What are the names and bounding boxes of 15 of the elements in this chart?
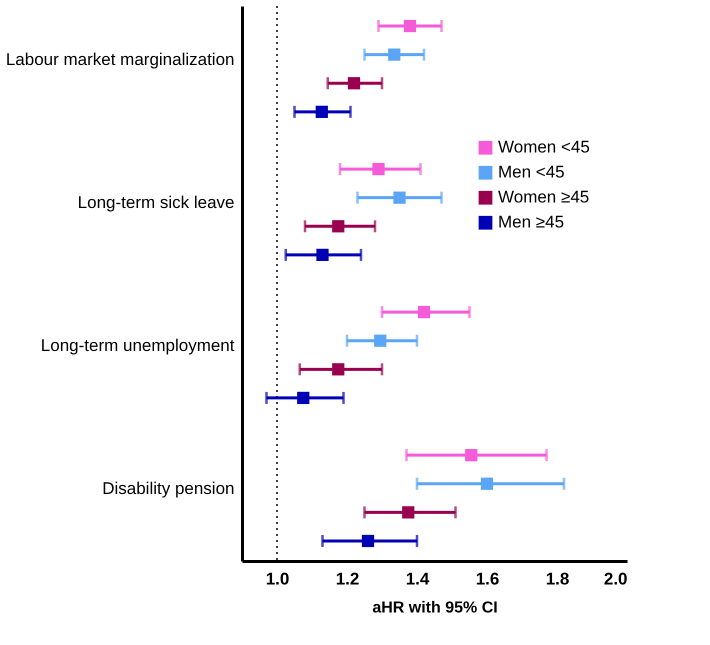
- x-axis-title: aHR with 95% CI: [372, 600, 498, 616]
- y-tick-label: Disability pension: [102, 479, 234, 498]
- legend-label: Women ≥45: [498, 188, 590, 207]
- x-tick-label: 1.4: [406, 570, 430, 588]
- legend-label: Men ≥45: [498, 212, 564, 232]
- x-tick-label: 1.6: [476, 570, 500, 588]
- legend-label: Men <45: [498, 162, 565, 182]
- y-tick-label: Long-term sick leave: [78, 192, 234, 212]
- legend-label: Women <45: [498, 138, 590, 157]
- y-tick-label: Long-term unemployment: [40, 336, 235, 356]
- x-tick-label: 1.2: [336, 570, 360, 588]
- y-tick-label: Labour market marginalization: [6, 50, 234, 69]
- x-tick-label: 1.0: [266, 570, 290, 588]
- x-tick-label: 2.0: [604, 570, 628, 588]
- x-tick-label: 1.8: [546, 570, 570, 588]
